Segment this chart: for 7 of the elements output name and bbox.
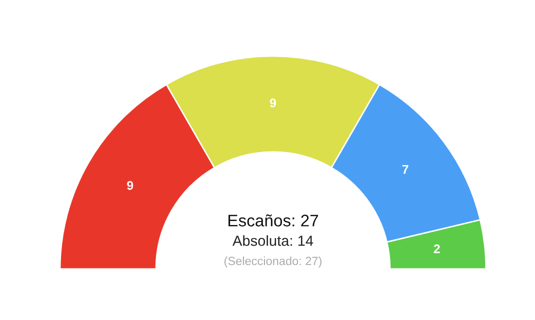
data-label: 2 — [434, 244, 440, 254]
text: Absoluta: 14 — [232, 235, 314, 246]
text: Escaños: 27 — [228, 214, 318, 226]
data-label: 7 — [402, 165, 408, 174]
data-label: 9 — [270, 98, 276, 108]
text: (Seleccionado: 27) — [224, 256, 322, 268]
data-label: 9 — [127, 181, 134, 190]
